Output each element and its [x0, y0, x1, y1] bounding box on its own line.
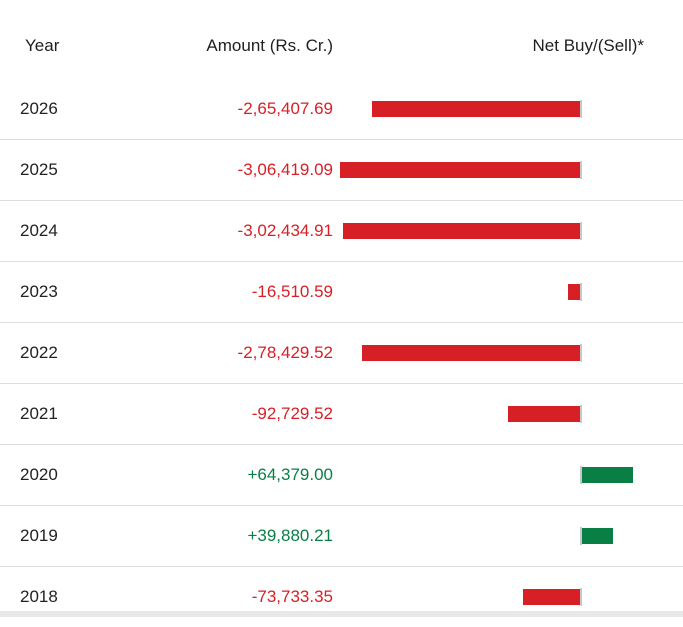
zero-axis-tick: [580, 588, 582, 606]
year-cell: 2019: [20, 526, 58, 545]
net-buy-bar: [582, 528, 614, 544]
year-cell: 2025: [20, 160, 58, 179]
table-row: 2019 +39,880.21: [0, 505, 683, 567]
amount-cell: -73,733.35: [251, 587, 333, 606]
amount-cell: -2,78,429.52: [237, 343, 333, 362]
zero-axis-tick: [580, 100, 582, 118]
table-row: 2024 -3,02,434.91: [0, 200, 683, 262]
zero-axis-tick: [580, 222, 582, 240]
scroll-edge: [0, 611, 683, 617]
amount-cell: -16,510.59: [251, 282, 333, 301]
net-sell-bar: [508, 406, 581, 422]
table-row: 2022 -2,78,429.52: [0, 322, 683, 384]
table-row: 2018 -73,733.35: [0, 566, 683, 627]
year-cell: 2023: [20, 282, 58, 301]
zero-axis-tick: [580, 466, 582, 484]
net-sell-bar: [523, 589, 581, 605]
table-row: 2023 -16,510.59: [0, 261, 683, 323]
zero-axis-tick: [580, 344, 582, 362]
net-sell-bar: [343, 223, 581, 239]
amount-cell: +39,880.21: [247, 526, 333, 545]
zero-axis-tick: [580, 283, 582, 301]
net-buy-bar: [582, 467, 633, 483]
net-sell-bar: [372, 101, 581, 117]
net-sell-bar: [340, 162, 581, 178]
zero-axis-tick: [580, 161, 582, 179]
zero-axis-tick: [580, 527, 582, 545]
net-sell-bar: [568, 284, 581, 300]
zero-axis-tick: [580, 405, 582, 423]
year-cell: 2026: [20, 99, 58, 118]
table-row: 2021 -92,729.52: [0, 383, 683, 445]
column-header-year: Year: [25, 36, 60, 55]
amount-cell: -2,65,407.69: [237, 99, 333, 118]
amount-cell: +64,379.00: [247, 465, 333, 484]
amount-cell: -3,02,434.91: [237, 221, 333, 240]
amount-cell: -3,06,419.09: [237, 160, 333, 179]
table-row: 2020 +64,379.00: [0, 444, 683, 506]
amount-cell: -92,729.52: [251, 404, 333, 423]
year-cell: 2018: [20, 587, 58, 606]
column-header-net-buy-sell: Net Buy/(Sell)*: [532, 36, 644, 55]
net-sell-bar: [362, 345, 581, 361]
table-row: 2026 -2,65,407.69: [0, 78, 683, 140]
table-row: 2025 -3,06,419.09: [0, 139, 683, 201]
column-header-amount: Amount (Rs. Cr.): [206, 36, 333, 55]
year-cell: 2022: [20, 343, 58, 362]
year-cell: 2021: [20, 404, 58, 423]
year-cell: 2020: [20, 465, 58, 484]
year-cell: 2024: [20, 221, 58, 240]
